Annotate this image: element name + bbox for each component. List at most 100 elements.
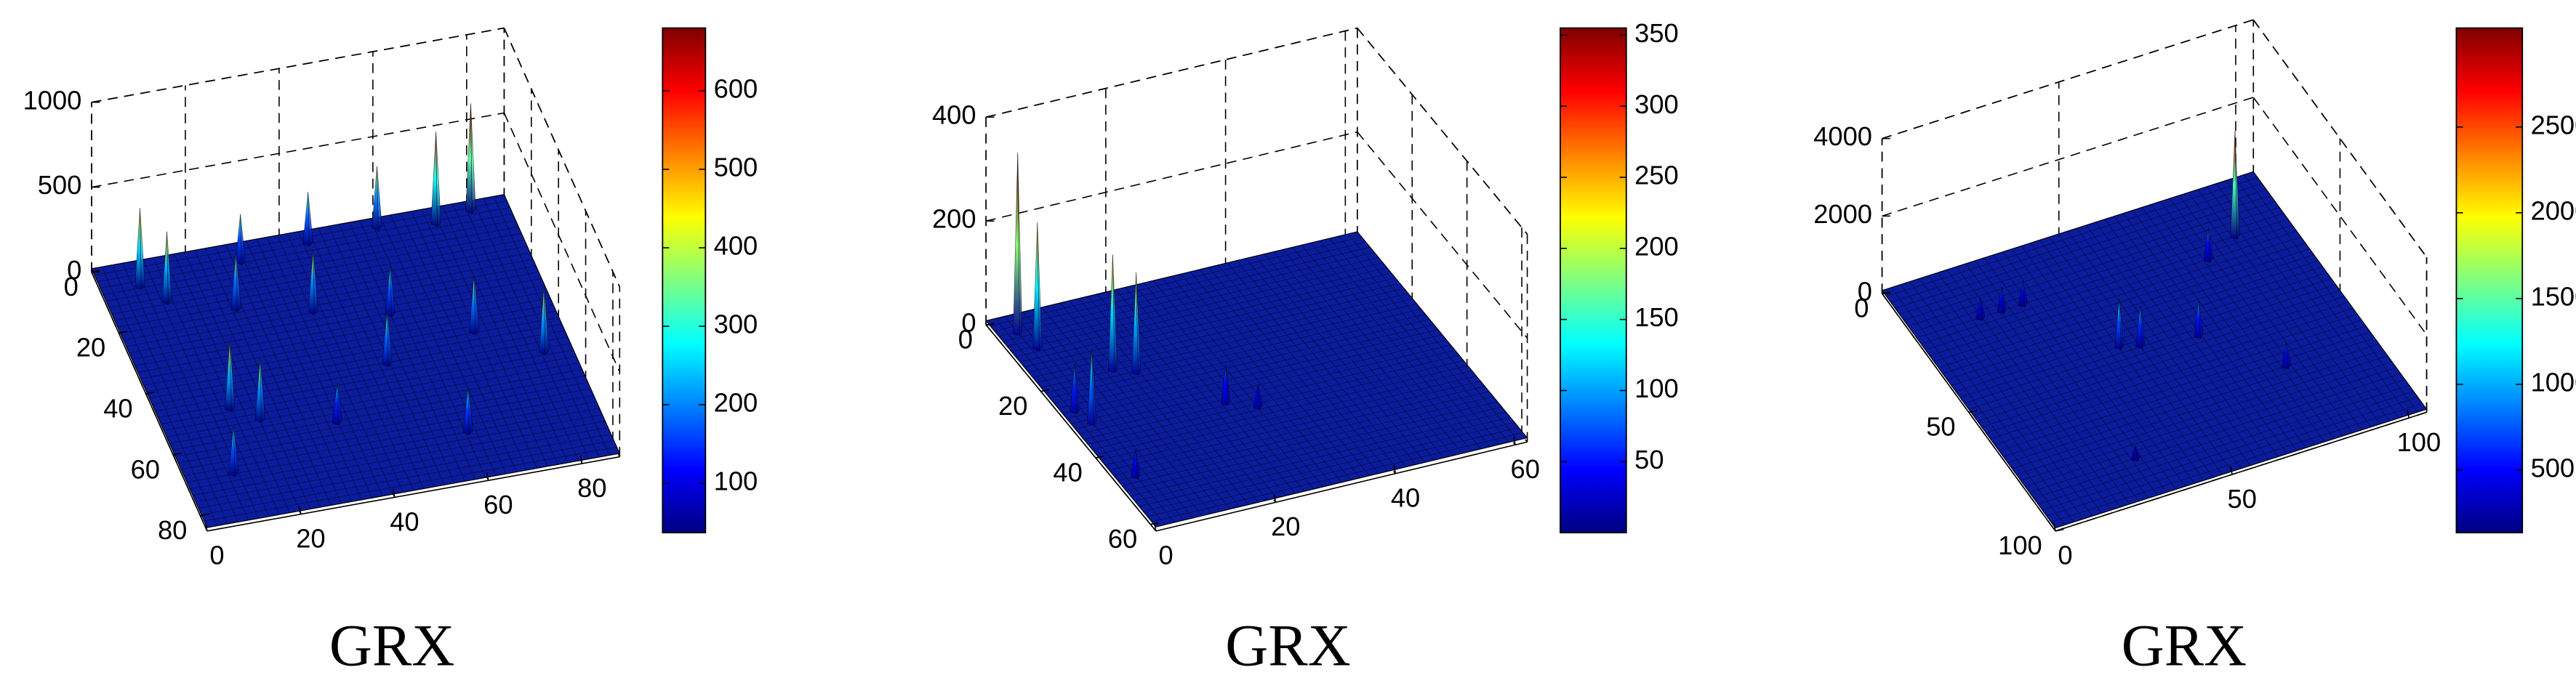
surface-mesh <box>431 207 548 467</box>
colorbar-tick-label: 2000 <box>2531 195 2576 225</box>
x-tick-label: 20 <box>296 524 325 554</box>
grid-line <box>985 27 1358 118</box>
surface-mesh <box>195 427 609 502</box>
surface-mesh <box>1301 245 1472 452</box>
surface-mesh <box>2016 355 2388 475</box>
surface-mesh <box>1180 273 1352 480</box>
tick-mark <box>172 452 182 456</box>
peak-face <box>2022 280 2028 308</box>
surface-mesh <box>175 381 588 457</box>
surface-mesh <box>401 213 517 472</box>
surface-mesh <box>308 230 425 489</box>
surface-mesh <box>1126 401 1498 491</box>
surface-mesh <box>1973 296 2345 416</box>
y-tick-label: 40 <box>1053 457 1082 487</box>
surface-mesh <box>169 368 582 444</box>
surface-mesh <box>1999 331 2371 451</box>
surface-mesh <box>339 224 455 484</box>
surface-mesh <box>1147 427 1519 517</box>
surface-mesh <box>149 323 562 399</box>
surface-mesh <box>2042 391 2414 511</box>
surface-mesh <box>1310 242 1482 450</box>
peak-face <box>1135 448 1141 480</box>
surface-mesh <box>2050 403 2423 522</box>
surface-mesh <box>2007 343 2380 464</box>
tick-mark <box>1882 291 1891 294</box>
x-tick-label: 20 <box>1271 512 1300 541</box>
surface-mesh <box>2021 361 2393 481</box>
caption: GRX <box>329 612 454 678</box>
tick-mark <box>1393 465 1397 474</box>
z-tick-label: 2000 <box>1813 199 1872 229</box>
caption: GRX <box>1225 612 1350 678</box>
colorbar-tick-label: 1500 <box>2531 281 2576 311</box>
peak-face <box>1225 365 1231 406</box>
x-tick-label: 60 <box>483 490 513 520</box>
surface-mesh <box>1139 416 1511 507</box>
surface-mesh <box>452 203 569 463</box>
surface-mesh <box>2215 183 2390 421</box>
peak-face <box>473 275 480 336</box>
surface-mesh <box>390 214 507 474</box>
peak-face <box>1091 349 1096 427</box>
peak-face <box>1074 363 1080 415</box>
surface-mesh <box>2029 373 2401 493</box>
peak-face <box>1257 384 1263 411</box>
grid-line <box>503 28 621 288</box>
surface-mesh <box>198 433 611 509</box>
peak-face <box>387 310 393 368</box>
surface-mesh <box>1208 267 1379 474</box>
y-tick-label: 0 <box>958 324 973 354</box>
surface-mesh <box>1122 396 1493 486</box>
surface-mesh <box>1143 421 1515 512</box>
z-tick-label: 500 <box>38 170 82 200</box>
grid-line <box>503 113 621 373</box>
surface-mesh <box>1113 386 1485 476</box>
surface-mesh <box>1283 249 1453 456</box>
x-tick-label: 60 <box>1511 454 1540 484</box>
colorbar-tick-label: 150 <box>1634 302 1679 332</box>
surface-mesh <box>349 222 465 482</box>
tick-mark <box>119 331 127 334</box>
surface-mesh <box>2141 207 2316 445</box>
axis-line <box>985 324 1157 532</box>
surface-mesh <box>2025 367 2396 487</box>
x-tick-label: 0 <box>2058 541 2072 570</box>
surface-mesh <box>1088 355 1460 445</box>
tick-mark <box>1095 456 1104 458</box>
surface-mesh <box>2234 177 2409 416</box>
surface-plot: 0 200 400 0 20 40 60 0 20 40 60 50 100 150 200 250 300 35… <box>932 18 1679 678</box>
colorbar-tick-label: 350 <box>1634 18 1679 48</box>
grid-line <box>1882 19 2254 140</box>
peak-face <box>2198 299 2204 340</box>
x-tick-label: 80 <box>577 473 606 503</box>
peak-face <box>2119 299 2124 350</box>
colorbar-tick-label: 200 <box>714 388 758 418</box>
surface-mesh <box>2046 397 2418 517</box>
colorbar-tick-label: 300 <box>714 310 758 339</box>
tick-mark <box>1968 410 1978 413</box>
surface-mesh <box>2095 222 2269 460</box>
tick-mark <box>145 392 155 395</box>
peak-face <box>543 287 550 356</box>
surface-mesh <box>318 227 435 488</box>
surface-mesh <box>1070 334 1443 424</box>
colorbar <box>662 27 707 534</box>
colorbar-tick-label: 500 <box>2531 453 2575 483</box>
colorbar-tick-label: 1000 <box>2531 368 2576 397</box>
surface-mesh <box>1227 262 1398 469</box>
peak-face <box>1136 272 1141 376</box>
peak-face <box>1037 222 1043 352</box>
colorbar-tick-label: 250 <box>1634 161 1679 190</box>
surface-mesh <box>1320 240 1490 448</box>
peak-face <box>337 382 342 426</box>
surface-mesh <box>2197 189 2372 427</box>
peak-face <box>240 214 246 266</box>
peak-face <box>233 426 239 477</box>
surface-mesh <box>2037 385 2410 505</box>
peak-face <box>377 166 382 231</box>
surface-mesh <box>1199 269 1370 476</box>
colorbar-tick-label: 500 <box>714 153 758 182</box>
z-tick-label: 4000 <box>1813 121 1872 151</box>
peak-face <box>1017 153 1023 336</box>
